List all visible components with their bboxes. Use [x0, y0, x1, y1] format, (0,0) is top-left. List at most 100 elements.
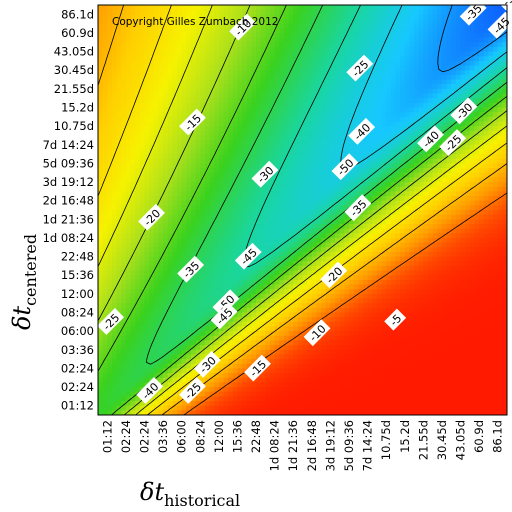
heatmap-cell	[297, 70, 304, 76]
heatmap-cell	[98, 14, 104, 20]
heatmap-cell	[348, 391, 355, 397]
heatmap-cell	[190, 51, 197, 57]
heatmap-cell	[228, 387, 234, 393]
heatmap-cell	[288, 382, 294, 388]
heatmap-cell	[232, 116, 239, 123]
heatmap-cell	[98, 233, 104, 239]
heatmap-cell	[149, 233, 155, 239]
heatmap-cell	[149, 242, 155, 248]
heatmap-cell	[102, 5, 108, 11]
heatmap-cell	[130, 317, 136, 323]
heatmap-cell	[288, 345, 294, 351]
heatmap-cell	[339, 307, 345, 314]
heatmap-cell	[135, 149, 141, 155]
heatmap-cell	[158, 331, 164, 337]
heatmap-cell	[344, 354, 350, 360]
heatmap-cell	[279, 14, 285, 20]
heatmap-cell	[283, 102, 290, 109]
heatmap-cell	[344, 359, 350, 365]
heatmap-cell	[256, 312, 262, 318]
heatmap-cell	[130, 387, 136, 393]
heatmap-cell	[144, 307, 150, 314]
heatmap-cell	[269, 51, 276, 57]
heatmap-cell	[139, 373, 146, 379]
heatmap-cell	[283, 14, 290, 20]
heatmap-cell	[265, 200, 271, 206]
heatmap-cell	[251, 359, 257, 365]
heatmap-cell	[190, 5, 197, 11]
heatmap-cell	[358, 293, 364, 300]
heatmap-cell	[330, 158, 336, 165]
heatmap-cell	[214, 14, 220, 20]
heatmap-cell	[348, 79, 355, 85]
heatmap-cell	[228, 177, 234, 183]
heatmap-cell	[163, 102, 169, 109]
heatmap-cell	[316, 410, 322, 415]
heatmap-cell	[98, 168, 104, 174]
heatmap-cell	[149, 163, 155, 169]
heatmap-cell	[348, 219, 355, 225]
heatmap-cell	[288, 396, 294, 402]
heatmap-cell	[288, 275, 294, 281]
heatmap-cell	[102, 223, 108, 230]
heatmap-cell	[302, 279, 308, 286]
heatmap-cell	[265, 65, 271, 71]
heatmap-cell	[144, 331, 150, 337]
heatmap-cell	[111, 247, 118, 253]
heatmap-cell	[111, 331, 118, 337]
heatmap-cell	[242, 223, 248, 230]
heatmap-cell	[223, 154, 229, 160]
heatmap-cell	[98, 326, 104, 332]
heatmap-cell	[260, 405, 266, 411]
heatmap-cell	[283, 214, 290, 220]
heatmap-cell	[293, 233, 299, 239]
heatmap-cell	[177, 303, 183, 309]
heatmap-cell	[283, 331, 290, 337]
heatmap-cell	[228, 23, 234, 29]
heatmap-cell	[330, 335, 336, 342]
heatmap-cell	[223, 223, 229, 230]
heatmap-cell	[195, 70, 201, 76]
heatmap-cell	[302, 9, 308, 15]
heatmap-cell	[316, 177, 322, 183]
heatmap-cell	[283, 405, 290, 411]
heatmap-cell	[288, 265, 294, 272]
heatmap-cell	[144, 359, 150, 365]
heatmap-cell	[256, 74, 262, 81]
heatmap-cell	[102, 284, 108, 290]
heatmap-cell	[311, 387, 318, 393]
heatmap-cell	[98, 93, 104, 99]
heatmap-cell	[302, 23, 308, 29]
heatmap-cell	[172, 331, 178, 337]
heatmap-cell	[325, 42, 331, 48]
heatmap-cell	[177, 107, 183, 113]
heatmap-cell	[209, 191, 215, 197]
heatmap-cell	[297, 177, 304, 183]
heatmap-cell	[200, 28, 206, 34]
heatmap-cell	[223, 37, 229, 43]
heatmap-cell	[190, 228, 197, 234]
heatmap-cell	[288, 219, 294, 225]
heatmap-cell	[297, 112, 304, 118]
heatmap-cell	[348, 88, 355, 95]
heatmap-cell	[98, 163, 104, 169]
heatmap-cell	[288, 9, 294, 15]
heatmap-cell	[218, 135, 225, 141]
heatmap-cell	[209, 186, 215, 192]
heatmap-cell	[195, 354, 201, 360]
heatmap-cell	[251, 214, 257, 220]
heatmap-cell	[242, 340, 248, 346]
heatmap-cell	[144, 107, 150, 113]
heatmap-cell	[214, 233, 220, 239]
heatmap-cell	[209, 196, 215, 202]
heatmap-cell	[218, 121, 225, 127]
heatmap-cell	[158, 168, 164, 174]
heatmap-cell	[102, 298, 108, 304]
heatmap-cell	[107, 168, 113, 174]
heatmap-cell	[251, 289, 257, 295]
heatmap-cell	[321, 88, 327, 95]
heatmap-cell	[297, 270, 304, 276]
heatmap-cell	[144, 102, 150, 109]
heatmap-cell	[195, 79, 201, 85]
heatmap-cell	[283, 135, 290, 141]
